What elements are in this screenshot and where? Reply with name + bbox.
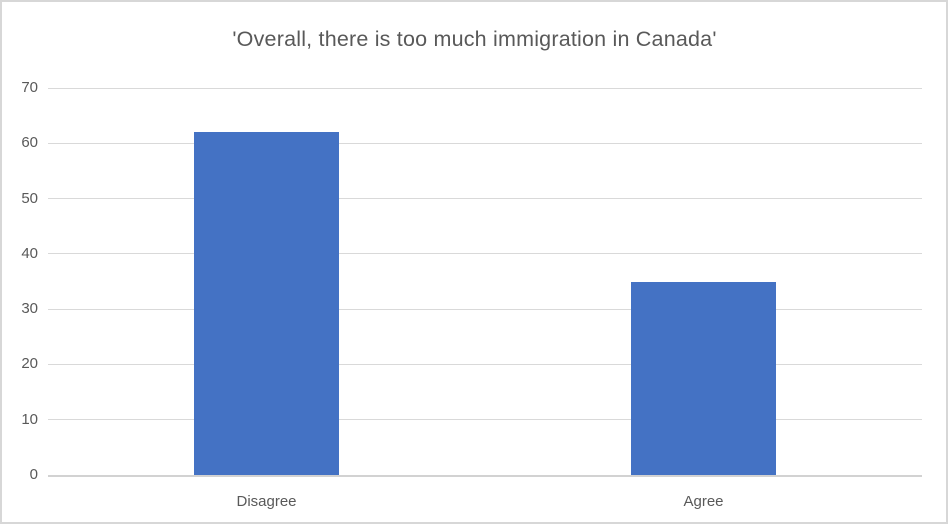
- y-tick-label: 50: [21, 189, 38, 207]
- gridline: [48, 253, 922, 255]
- gridline: [48, 198, 922, 200]
- gridline: [48, 419, 922, 421]
- bar-disagree: [194, 132, 339, 475]
- y-tick-label: 30: [21, 300, 38, 318]
- y-tick-label: 10: [21, 410, 38, 428]
- y-tick-label: 20: [21, 355, 38, 373]
- x-axis-label-agree: Agree: [683, 493, 724, 510]
- y-tick-label: 40: [21, 244, 38, 262]
- y-tick-label: 60: [21, 134, 38, 152]
- y-tick-label: 0: [29, 466, 38, 483]
- gridline: [48, 87, 922, 89]
- y-tick-label: 70: [21, 79, 38, 96]
- gridline: [48, 308, 922, 310]
- x-axis-label-disagree: Disagree: [236, 493, 297, 510]
- gridline: [48, 363, 922, 365]
- gridline: [48, 142, 922, 144]
- chart-title: 'Overall, there is too much immigration …: [232, 27, 717, 51]
- x-axis-line: [48, 474, 922, 477]
- bar-agree: [631, 281, 776, 475]
